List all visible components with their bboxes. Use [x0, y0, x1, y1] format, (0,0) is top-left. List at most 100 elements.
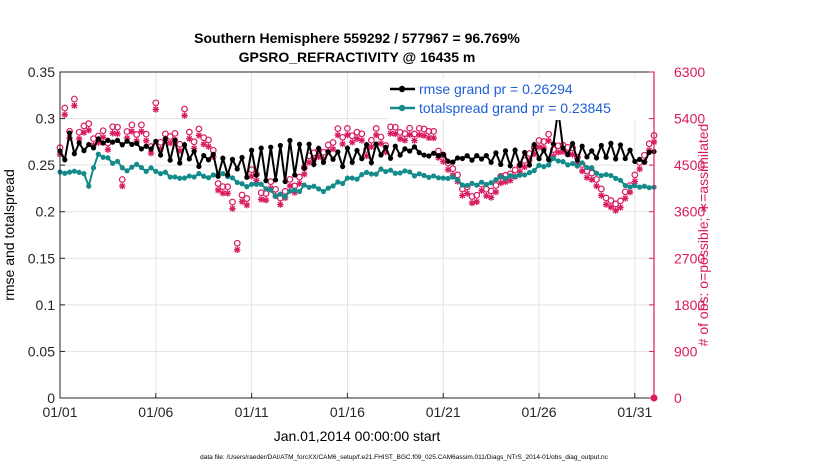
asterisk-stroke — [425, 135, 432, 141]
obs-possible-point — [133, 131, 141, 138]
x-axis-label: Jan.01,2014 00:00:00 start — [274, 428, 441, 444]
rmse-point — [450, 159, 456, 165]
obs-assimilated-point — [430, 134, 437, 142]
obs-possible-point — [166, 133, 174, 140]
totalspread-point — [330, 183, 336, 189]
obs-assimilated-point — [372, 131, 380, 139]
rmse-point — [234, 166, 240, 172]
obs-assimilated-point — [71, 102, 78, 109]
asterisk-stroke — [430, 135, 437, 141]
asterisk-stroke — [119, 183, 126, 189]
y-tick-label-right: 4500 — [674, 157, 705, 173]
asterisk-stroke — [186, 135, 193, 142]
obs-assimilated-point — [598, 192, 605, 199]
obs-assimilated-point — [468, 199, 476, 207]
obs-assimilated-point — [521, 163, 528, 171]
asterisk-stroke — [205, 143, 212, 150]
y-tick-label-left: 0.2 — [36, 204, 56, 220]
obs-assimilated-point — [636, 165, 643, 173]
asterisk-stroke — [478, 187, 485, 194]
rmse-point — [426, 153, 432, 159]
totalspread-point — [502, 175, 509, 182]
asterisk-stroke — [215, 187, 221, 193]
y-tick-label-right: 3600 — [674, 204, 705, 220]
obs-possible-point — [449, 165, 457, 173]
obs-assimilated-point — [440, 158, 447, 165]
obs-possible-point — [219, 183, 227, 191]
rmse-point — [493, 150, 499, 156]
asterisk-stroke — [493, 189, 499, 195]
totalspread-point — [560, 159, 566, 165]
totalspread-point — [402, 168, 408, 174]
asterisk-stroke — [224, 190, 231, 197]
rmse-point — [431, 150, 437, 156]
rmse-point — [66, 130, 73, 136]
asterisk-stroke — [76, 135, 83, 142]
asterisk-stroke — [569, 151, 576, 158]
obs-assimilated-point — [305, 159, 313, 166]
totalspread-point — [196, 171, 202, 177]
rmse-point — [445, 158, 451, 164]
obs-assimilated-point — [368, 143, 375, 151]
totalspread-point — [129, 164, 135, 170]
obs-possible-point — [358, 130, 366, 138]
totalspread-point — [205, 175, 212, 181]
asterisk-stroke — [143, 137, 150, 144]
totalspread-point — [488, 180, 494, 186]
asterisk-stroke — [588, 176, 595, 183]
asterisk-stroke — [358, 137, 365, 144]
obs-assimilated-point — [200, 141, 207, 148]
totalspread-point — [354, 176, 360, 182]
y-tick-label-left: 0.35 — [28, 64, 55, 80]
totalspread-point — [435, 175, 442, 181]
rmse-point — [330, 156, 336, 162]
totalspread-point — [210, 172, 216, 178]
obs-assimilated-point — [622, 195, 629, 202]
obs-assimilated-point — [617, 204, 624, 211]
x-tick-label: 01/01 — [42, 404, 77, 420]
totalspread-point — [349, 175, 355, 181]
obs-assimilated-point — [492, 188, 500, 196]
totalspread-point — [541, 164, 547, 170]
rmse-point — [229, 156, 236, 162]
rmse-point — [411, 144, 418, 150]
rmse-point — [86, 141, 92, 148]
totalspread-point — [186, 173, 192, 179]
totalspread-point — [646, 185, 652, 191]
y-tick-label-right: 6300 — [674, 64, 705, 80]
totalspread-point — [320, 188, 327, 195]
rmse-point — [368, 160, 374, 166]
obs-possible-point — [334, 125, 342, 133]
obs-assimilated-point — [607, 203, 615, 211]
rmse-point — [550, 141, 557, 147]
rmse-point — [172, 137, 178, 143]
plot-area — [60, 72, 654, 398]
totalspread-point — [316, 186, 322, 192]
obs-possible-point — [109, 123, 117, 131]
obs-possible-point — [229, 198, 236, 206]
rmse-point — [536, 156, 542, 162]
obs-assimilated-point — [99, 134, 107, 141]
totalspread-point — [589, 165, 595, 171]
totalspread-point — [613, 175, 619, 181]
y-tick-label-left: 0 — [47, 390, 55, 406]
totalspread-point — [459, 182, 465, 188]
plot-background — [60, 72, 654, 398]
rmse-point — [392, 143, 398, 149]
asterisk-stroke — [545, 137, 552, 144]
legend-spread-marker — [398, 104, 406, 112]
obs-possible-point — [152, 99, 160, 107]
rmse-point — [95, 136, 101, 142]
totalspread-point — [292, 187, 298, 193]
asterisk-stroke — [617, 204, 624, 211]
obs-assimilated-point — [602, 201, 610, 208]
totalspread-point — [138, 164, 145, 171]
totalspread-point — [526, 169, 533, 176]
asterisk-stroke — [445, 166, 451, 173]
rmse-point — [622, 155, 628, 162]
rmse-point — [220, 155, 226, 161]
asterisk-stroke — [464, 190, 471, 197]
totalspread-point — [407, 169, 413, 175]
rmse-point — [296, 141, 303, 147]
rmse-point — [517, 162, 523, 168]
